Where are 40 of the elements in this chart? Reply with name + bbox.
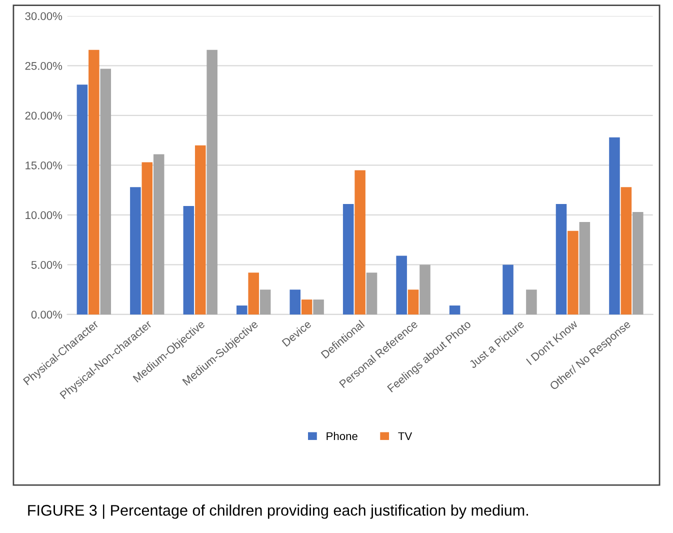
bar [183, 206, 194, 314]
bar [620, 187, 632, 314]
bar [396, 256, 407, 314]
bar [301, 300, 312, 314]
y-tick-label: 0.00% [31, 310, 62, 319]
y-tick-label: 25.00% [25, 62, 62, 70]
bar [449, 306, 460, 314]
legend-label: Phone [326, 432, 358, 440]
bar [236, 306, 248, 314]
bar [248, 272, 259, 314]
y-tick-label: 10.00% [26, 211, 62, 220]
bar [153, 154, 164, 314]
bar [342, 204, 354, 314]
legend-label: TV [398, 432, 412, 440]
y-tick-label: 5.00% [31, 260, 62, 269]
bar [420, 264, 430, 314]
bar [290, 290, 301, 314]
y-tick-label: 30.00% [25, 12, 62, 20]
bar [408, 290, 419, 314]
bar [76, 84, 88, 314]
bar [313, 300, 324, 314]
bar [100, 68, 112, 314]
bar [366, 272, 378, 314]
bar [142, 162, 153, 314]
y-tick-label: 15.00% [26, 161, 62, 170]
bar [609, 137, 620, 314]
bar [260, 290, 271, 314]
bar [206, 50, 218, 314]
bar [556, 204, 567, 314]
bar [632, 212, 644, 314]
bar [568, 230, 578, 314]
caption: FIGURE 3 | Percentage of children providing each justification by medium. [28, 504, 528, 519]
bar [194, 145, 206, 314]
y-tick-label: 20.00% [25, 112, 62, 120]
bar [88, 50, 100, 314]
bar [130, 187, 141, 314]
bar [502, 264, 514, 314]
bar [354, 170, 366, 314]
bar [526, 290, 537, 314]
bar [579, 222, 590, 314]
